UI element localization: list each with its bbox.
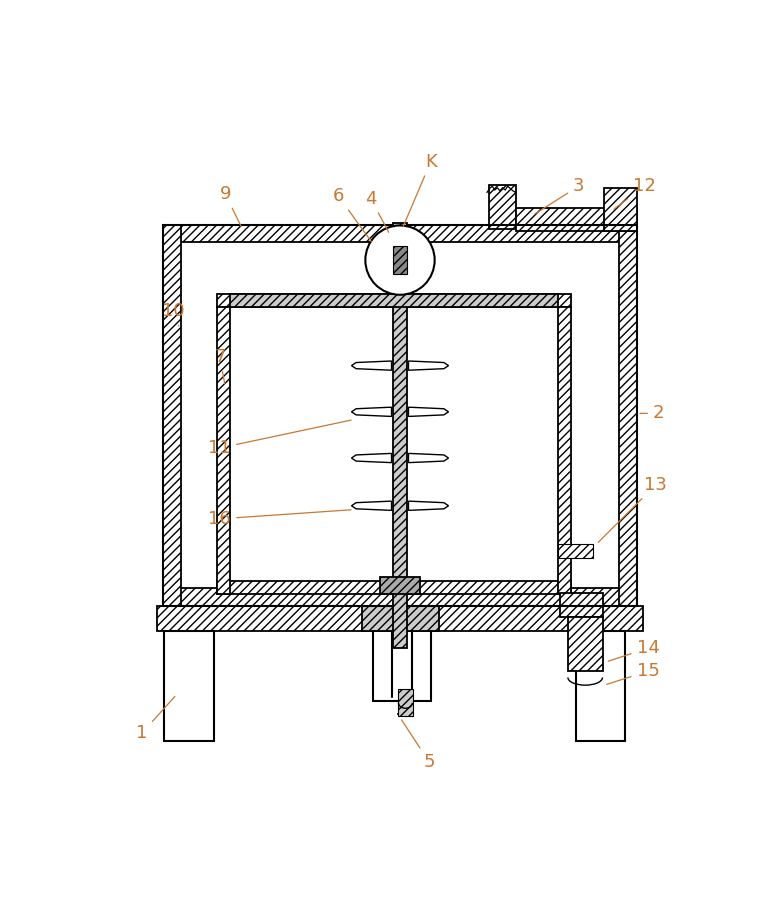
Text: 13: 13 — [598, 476, 667, 542]
Bar — [558, 307, 571, 594]
Bar — [560, 592, 602, 617]
Text: 7: 7 — [214, 349, 225, 384]
Text: 2: 2 — [640, 404, 665, 422]
Bar — [568, 617, 602, 672]
Bar — [163, 225, 181, 606]
Bar — [604, 187, 637, 231]
Text: 3: 3 — [535, 177, 584, 214]
Bar — [157, 606, 643, 632]
Bar — [164, 632, 213, 741]
Bar — [217, 307, 230, 594]
Bar — [380, 577, 420, 594]
Bar — [489, 185, 515, 228]
Text: 15: 15 — [607, 662, 659, 684]
Circle shape — [365, 226, 435, 295]
Text: 12: 12 — [614, 177, 655, 209]
Text: 16: 16 — [209, 510, 351, 528]
Bar — [163, 225, 637, 242]
Bar — [361, 606, 439, 632]
Text: 9: 9 — [220, 185, 241, 226]
Bar — [393, 223, 407, 648]
Bar — [217, 581, 571, 594]
Text: 10: 10 — [162, 302, 185, 326]
Text: 5: 5 — [401, 720, 435, 771]
Bar — [558, 544, 593, 558]
Bar — [230, 294, 558, 307]
Bar — [398, 689, 413, 716]
Bar — [390, 228, 410, 256]
Text: K: K — [404, 153, 436, 226]
Text: 1: 1 — [136, 696, 175, 742]
Text: 14: 14 — [608, 639, 659, 662]
Text: 4: 4 — [365, 189, 389, 232]
Bar — [217, 294, 571, 307]
Bar — [163, 588, 637, 606]
Bar — [515, 207, 637, 231]
Text: 6: 6 — [332, 187, 371, 242]
Bar — [576, 632, 625, 741]
Text: 11: 11 — [209, 420, 351, 457]
Bar — [619, 225, 637, 606]
Bar — [393, 247, 407, 274]
